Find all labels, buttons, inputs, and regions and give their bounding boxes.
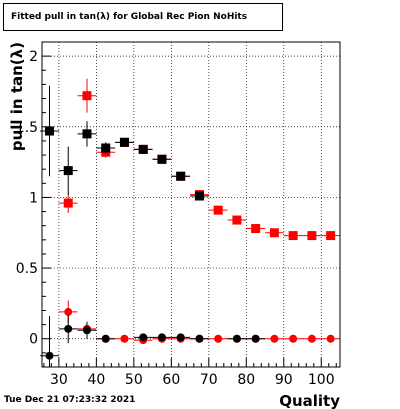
circle-marker xyxy=(139,333,148,342)
square-marker xyxy=(326,231,336,241)
square-marker xyxy=(269,228,279,238)
x-tick-label: 60 xyxy=(162,372,180,388)
y-tick-label: 0 xyxy=(29,332,38,348)
square-marker xyxy=(82,91,92,101)
series-3 xyxy=(40,314,266,367)
square-marker xyxy=(63,166,73,176)
circle-marker xyxy=(214,334,223,343)
square-marker xyxy=(213,205,223,215)
square-marker xyxy=(101,143,111,153)
circle-marker xyxy=(157,333,166,342)
circle-marker xyxy=(326,334,335,343)
circle-marker xyxy=(270,334,279,343)
y-tick-label: 1.5 xyxy=(16,120,38,136)
square-marker xyxy=(63,198,73,208)
square-marker xyxy=(138,144,148,154)
square-marker xyxy=(119,137,129,147)
x-tick-label: 70 xyxy=(200,372,218,388)
circle-marker xyxy=(45,351,54,360)
x-axis-label: Quality xyxy=(279,392,340,409)
square-marker xyxy=(176,171,186,181)
x-tick-label: 90 xyxy=(275,372,293,388)
y-tick-label: 1 xyxy=(29,190,38,206)
square-marker xyxy=(288,231,298,241)
plot-frame xyxy=(41,41,341,368)
data-points xyxy=(40,78,340,367)
circle-marker xyxy=(307,334,316,343)
square-marker xyxy=(44,126,54,136)
circle-marker xyxy=(251,334,260,343)
square-marker xyxy=(307,231,317,241)
circle-marker xyxy=(64,307,73,316)
chart-title: Fitted pull in tan(λ) for Global Rec Pio… xyxy=(3,3,283,31)
y-axis-label: pull in tan(λ) xyxy=(8,42,26,151)
x-tick-label: 80 xyxy=(237,372,255,388)
square-marker xyxy=(82,129,92,139)
circle-marker xyxy=(101,334,110,343)
circle-marker xyxy=(232,334,241,343)
series-0 xyxy=(58,78,340,241)
x-tick-label: 100 xyxy=(308,372,335,388)
square-marker xyxy=(251,224,261,234)
square-marker xyxy=(232,215,242,225)
circle-marker xyxy=(289,334,298,343)
circle-marker xyxy=(64,324,73,333)
square-marker xyxy=(194,191,204,201)
grid xyxy=(42,42,340,367)
x-tick-label: 50 xyxy=(125,372,143,388)
y-tick-label: 2 xyxy=(29,49,38,65)
x-tick-label: 30 xyxy=(50,372,68,388)
axes: 30 40 50 60 70 80 90 100 0 0.5 1 1.5 2 xyxy=(16,41,337,388)
circle-marker xyxy=(176,333,185,342)
series-1 xyxy=(40,85,209,201)
square-marker xyxy=(157,154,167,164)
y-tick-label: 0.5 xyxy=(16,261,38,277)
circle-marker xyxy=(120,334,129,343)
circle-marker xyxy=(195,334,204,343)
x-tick-label: 40 xyxy=(87,372,105,388)
circle-marker xyxy=(82,326,91,335)
timestamp: Tue Dec 21 07:23:32 2021 xyxy=(4,395,136,405)
